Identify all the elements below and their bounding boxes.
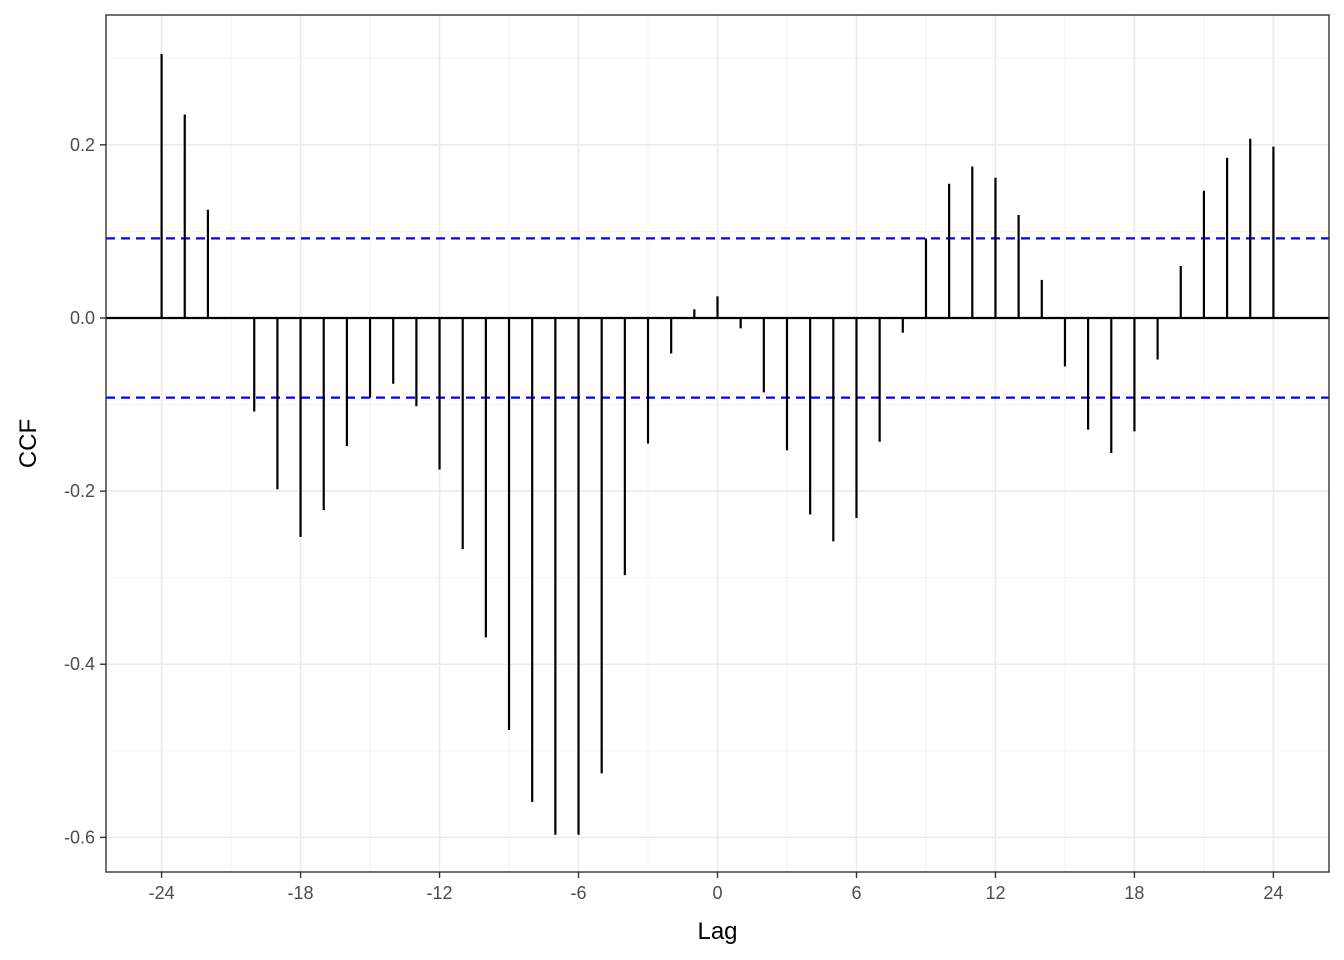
y-tick-label: 0.0 xyxy=(70,308,95,328)
y-axis-title: CCF xyxy=(15,419,42,468)
y-tick-label: -0.4 xyxy=(64,654,95,674)
x-tick-label: 0 xyxy=(712,883,722,903)
y-tick-label: -0.6 xyxy=(64,827,95,847)
x-tick-label: -12 xyxy=(427,883,453,903)
x-tick-label: 24 xyxy=(1263,883,1283,903)
grid-lines xyxy=(106,15,1329,872)
x-tick-label: -18 xyxy=(288,883,314,903)
y-tick-label: -0.2 xyxy=(64,481,95,501)
y-axis: -0.6 -0.4 -0.2 0.0 0.2 xyxy=(64,135,106,847)
x-tick-label: 12 xyxy=(985,883,1005,903)
confidence-bounds xyxy=(106,237,1329,399)
ccf-stems xyxy=(160,53,1275,835)
x-axis: -24 -18 -12 -6 0 6 12 18 24 xyxy=(149,872,1283,903)
x-tick-label: 18 xyxy=(1124,883,1144,903)
x-tick-label: -6 xyxy=(571,883,587,903)
x-tick-label: -24 xyxy=(149,883,175,903)
y-tick-label: 0.2 xyxy=(70,135,95,155)
x-tick-label: 6 xyxy=(851,883,861,903)
x-axis-title: Lag xyxy=(697,918,737,945)
